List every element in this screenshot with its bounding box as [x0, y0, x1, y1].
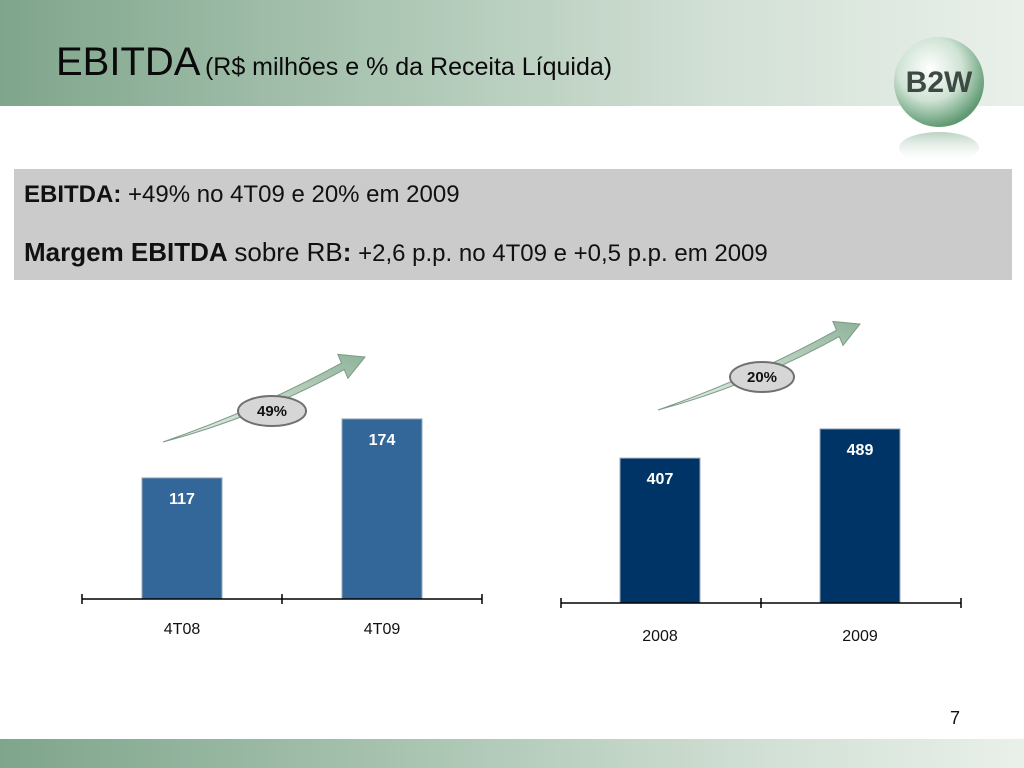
- footer-band: [0, 739, 1024, 768]
- bar-2008: [619, 457, 701, 604]
- bar-value-label: 489: [847, 442, 874, 459]
- growth-arrow-icon: [162, 353, 366, 443]
- category-label: 2008: [642, 628, 678, 645]
- growth-badge: [729, 361, 795, 393]
- bar-value-label: 117: [169, 491, 195, 508]
- summary-margin: Margem EBITDA sobre RB: +2,6 p.p. no 4T0…: [24, 237, 768, 268]
- summary-ebitda-label: EBITDA:: [24, 181, 122, 208]
- category-label: 4T09: [364, 621, 401, 638]
- page-number: 7: [950, 708, 961, 728]
- title-subtitle: (R$ milhões e % da Receita Líquida): [204, 53, 613, 81]
- summary-box: EBITDA: +49% no 4T09 e 20% em 2009 Marge…: [14, 169, 1012, 280]
- title-main: EBITDA: [56, 40, 201, 84]
- summary-margin-colon: :: [342, 237, 352, 267]
- category-label: 4T08: [164, 621, 201, 638]
- category-label: 2009: [842, 628, 878, 645]
- header-band: [0, 0, 1024, 106]
- bar-value-label: 174: [369, 432, 396, 449]
- growth-badge: [237, 395, 307, 427]
- summary-margin-text: +2,6 p.p. no 4T09 e +0,5 p.p. em 2009: [358, 240, 768, 267]
- summary-ebitda-text: +49% no 4T09 e 20% em 2009: [128, 181, 460, 208]
- bar-4T09: [341, 418, 423, 600]
- bar-value-label: 407: [647, 471, 674, 488]
- summary-ebitda: EBITDA: +49% no 4T09 e 20% em 2009: [24, 181, 460, 209]
- summary-margin-label: Margem EBITDA: [24, 237, 228, 267]
- svg-text:B2W: B2W: [906, 66, 973, 99]
- summary-margin-mid: sobre RB: [234, 237, 343, 267]
- growth-label: 49%: [257, 403, 287, 420]
- growth-arrow-icon: [657, 320, 861, 411]
- bar-2009: [819, 428, 901, 604]
- b2w-logo: B2W: [894, 37, 984, 162]
- growth-label: 20%: [747, 369, 777, 386]
- slide-title: EBITDA (R$ milhões e % da Receita Líquid…: [56, 40, 612, 85]
- bar-4T08: [141, 477, 223, 600]
